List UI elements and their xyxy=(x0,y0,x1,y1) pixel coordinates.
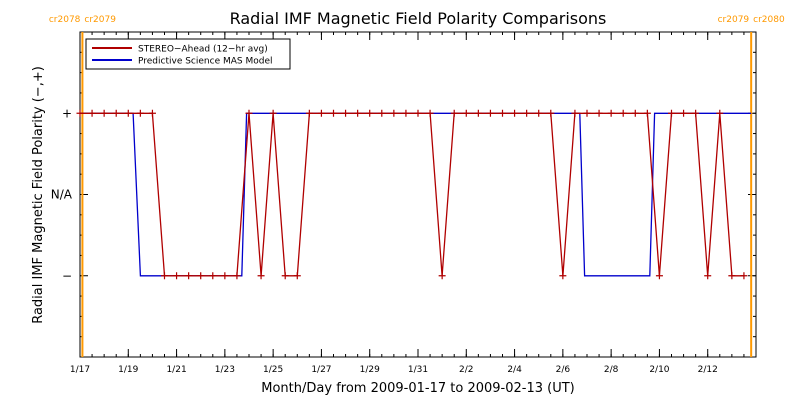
axis-ticks xyxy=(79,31,757,358)
data-point xyxy=(269,109,277,117)
axis-tick-labels: 1/17 1/19 1/21 1/23 1/25 1/27 1/29 1/31 2/2 2/4 2/… xyxy=(51,106,718,375)
y-axis-label: Radial IMF Magnetic Field Polarity (−,+) xyxy=(31,66,46,324)
rotation-label-before: cr2079 xyxy=(718,15,750,25)
data-point xyxy=(535,109,543,117)
x-tick-label: 1/27 xyxy=(311,365,331,375)
x-tick-label: 2/4 xyxy=(507,365,522,375)
data-point xyxy=(426,109,434,117)
y-tick-label: − xyxy=(62,269,72,283)
series-line xyxy=(80,112,752,277)
y-tick-label: + xyxy=(62,106,72,120)
data-point xyxy=(390,109,398,117)
carrington-rotation-markers: cr2078 cr2079 cr2079 cr2080 xyxy=(49,15,785,357)
legend-label: STEREO−Ahead (12−hr avg) xyxy=(138,45,268,55)
legend: STEREO−Ahead (12−hr avg) Predictive Scien… xyxy=(85,38,291,70)
data-point xyxy=(728,272,736,280)
data-point xyxy=(571,109,579,117)
rotation-label-after: cr2080 xyxy=(753,15,785,25)
data-point xyxy=(462,109,470,117)
x-tick-label: 2/6 xyxy=(556,365,571,375)
data-point xyxy=(88,109,96,117)
data-point xyxy=(474,109,482,117)
rotation-label-after: cr2079 xyxy=(84,15,116,25)
data-point xyxy=(438,272,446,280)
data-point xyxy=(631,109,639,117)
data-point xyxy=(668,109,675,117)
data-point xyxy=(257,272,265,280)
data-point xyxy=(100,109,108,117)
data-point xyxy=(559,272,567,280)
data-point xyxy=(197,272,205,280)
data-point xyxy=(305,109,313,117)
x-tick-label: 1/21 xyxy=(166,365,186,375)
x-tick-label: 1/19 xyxy=(118,365,138,375)
series-line xyxy=(80,112,744,277)
x-tick-label: 2/8 xyxy=(604,365,619,375)
data-point xyxy=(185,272,193,280)
x-tick-label: 1/23 xyxy=(215,365,235,375)
data-point xyxy=(607,109,615,117)
data-point xyxy=(655,272,663,280)
data-point xyxy=(317,109,325,117)
data-point xyxy=(293,272,301,280)
plot-area xyxy=(79,31,757,358)
data-point xyxy=(414,109,422,117)
plot-frame xyxy=(79,31,757,358)
data-point xyxy=(173,272,181,280)
x-tick-label: 1/31 xyxy=(408,365,428,375)
data-point xyxy=(511,109,519,117)
data-point xyxy=(450,109,458,117)
data-point xyxy=(233,272,241,280)
data-point xyxy=(245,109,253,117)
x-tick-label: 2/2 xyxy=(459,365,473,375)
data-point xyxy=(643,109,651,117)
data-point xyxy=(281,272,289,280)
legend-label: Predictive Science MAS Model xyxy=(138,57,273,67)
data-point xyxy=(342,109,350,117)
x-tick-label: 1/17 xyxy=(70,365,90,375)
data-point xyxy=(221,272,229,280)
data-point xyxy=(76,109,84,117)
data-point xyxy=(366,109,374,117)
data-point xyxy=(499,109,506,117)
y-tick-label: N/A xyxy=(51,188,73,202)
x-axis-label: Month/Day from 2009-01-17 to 2009-02-13 … xyxy=(261,381,574,396)
data-point xyxy=(330,109,337,117)
data-point xyxy=(112,109,120,117)
data-point xyxy=(547,109,555,117)
data-point xyxy=(595,109,603,117)
data-point xyxy=(740,272,748,280)
data-point xyxy=(704,272,712,280)
data-point xyxy=(148,109,156,117)
data-point xyxy=(354,109,362,117)
data-point xyxy=(583,109,591,117)
data-point xyxy=(716,109,724,117)
data-point xyxy=(486,109,494,117)
data-point xyxy=(378,109,386,117)
legend-box xyxy=(85,38,291,70)
data-point xyxy=(680,109,688,117)
data-point xyxy=(402,109,410,117)
data-point xyxy=(161,272,168,280)
data-point xyxy=(619,109,627,117)
data-point xyxy=(523,109,531,117)
data-point xyxy=(692,109,700,117)
chart-title: Radial IMF Magnetic Field Polarity Compa… xyxy=(230,9,607,28)
series-layer xyxy=(76,109,752,280)
data-point xyxy=(209,272,217,280)
x-tick-label: 1/29 xyxy=(360,365,380,375)
rotation-label-before: cr2078 xyxy=(49,15,81,25)
data-point xyxy=(136,109,144,117)
x-tick-label: 1/25 xyxy=(263,365,283,375)
data-point xyxy=(124,109,132,117)
x-tick-label: 2/12 xyxy=(698,365,718,375)
x-tick-label: 2/10 xyxy=(649,365,669,375)
